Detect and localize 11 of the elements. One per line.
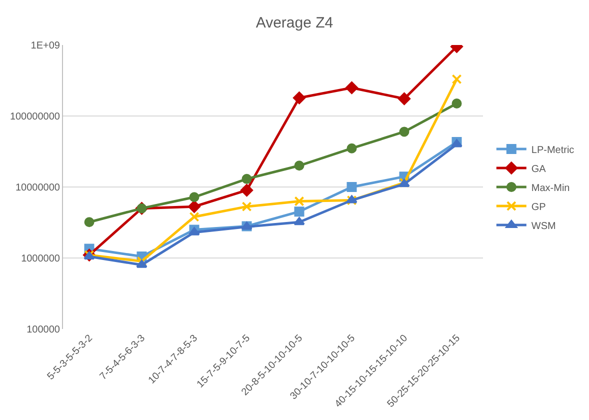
legend-label: LP-Metric bbox=[531, 144, 574, 156]
y-tick-label: 100000 bbox=[26, 324, 60, 336]
legend-label: WSM bbox=[531, 220, 556, 232]
y-tick-label: 10000000 bbox=[16, 182, 60, 194]
legend-label: GP bbox=[531, 202, 546, 213]
y-tick-label: 100000000 bbox=[10, 112, 60, 122]
chart-title: Average Z4 bbox=[256, 14, 334, 32]
legend-label: Max-Min bbox=[531, 182, 570, 194]
y-tick-label: 1000000 bbox=[21, 254, 60, 264]
y-tick-label: 1E+09 bbox=[30, 40, 60, 52]
legend-label: GA bbox=[531, 164, 546, 175]
